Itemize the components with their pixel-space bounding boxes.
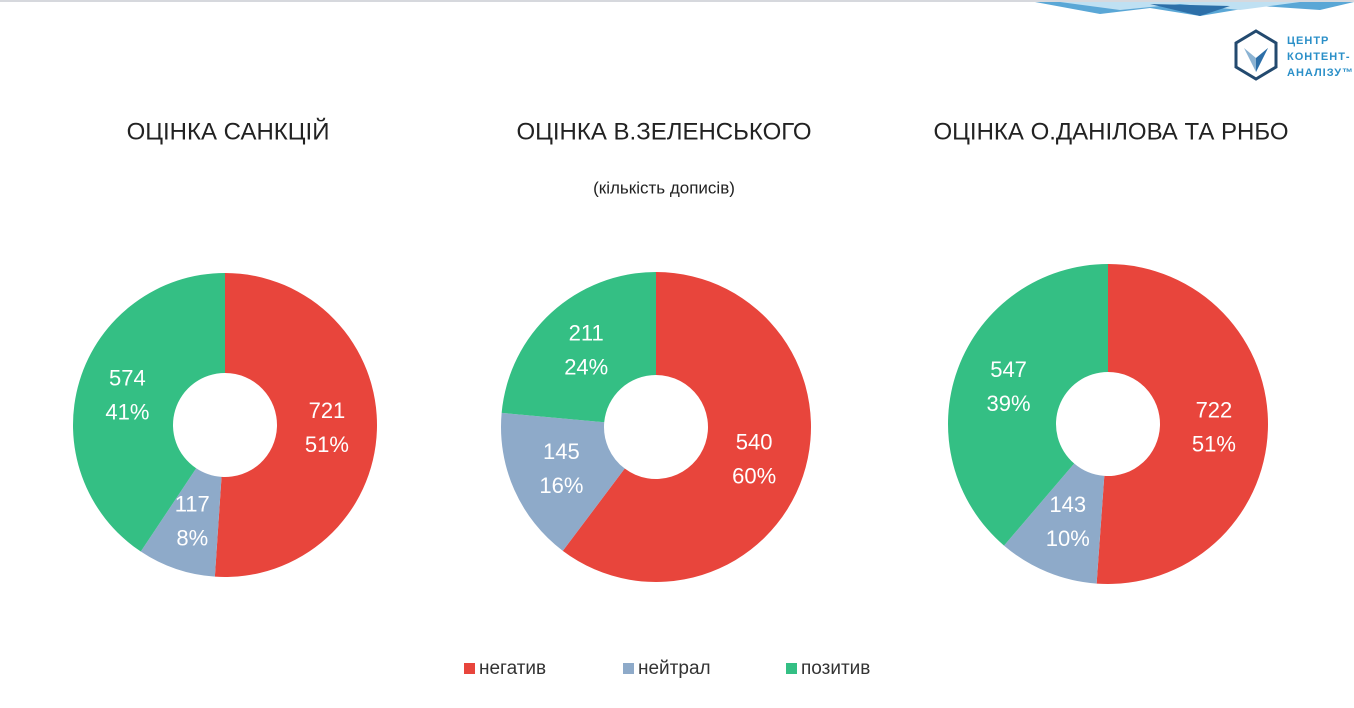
slice-percent: 51% bbox=[305, 432, 349, 457]
legend-swatch bbox=[623, 663, 634, 674]
subtitle: (кількість дописів) bbox=[593, 178, 735, 197]
slice-percent: 16% bbox=[539, 473, 583, 498]
legend-swatch bbox=[464, 663, 475, 674]
legend-label: нейтрал bbox=[638, 658, 711, 679]
slice-value: 547 bbox=[990, 357, 1027, 382]
chart-title: ОЦІНКА В.ЗЕЛЕНСЬКОГО bbox=[516, 118, 811, 145]
chart-title: ОЦІНКА САНКЦІЙ bbox=[127, 117, 330, 145]
top-decoration bbox=[1035, 2, 1354, 16]
logo: ЦЕНТР КОНТЕНТ- АНАЛІЗУ™ bbox=[1234, 29, 1354, 81]
chart-title: ОЦІНКА О.ДАНІЛОВА ТА РНБО bbox=[933, 118, 1288, 145]
slice-value: 540 bbox=[736, 430, 773, 455]
slice-percent: 51% bbox=[1192, 432, 1236, 457]
legend-label: позитив bbox=[801, 658, 870, 679]
donut-slice bbox=[948, 264, 1108, 546]
donut-slice bbox=[501, 272, 656, 423]
slice-percent: 8% bbox=[176, 525, 208, 550]
donut-slice bbox=[140, 468, 222, 577]
slice-value: 574 bbox=[109, 365, 146, 390]
logo-text: КОНТЕНТ- bbox=[1287, 51, 1351, 63]
slice-percent: 60% bbox=[732, 464, 776, 489]
slice-value: 722 bbox=[1196, 398, 1233, 423]
legend-label: негатив bbox=[479, 658, 546, 679]
slice-percent: 10% bbox=[1046, 526, 1090, 551]
logo-text: АНАЛІЗУ™ bbox=[1287, 67, 1354, 79]
donut-slice bbox=[214, 273, 378, 577]
donut-slice bbox=[1004, 463, 1105, 584]
legend-swatch bbox=[786, 663, 797, 674]
slice-value: 117 bbox=[175, 491, 210, 516]
slice-percent: 24% bbox=[564, 354, 608, 379]
slice-value: 145 bbox=[543, 439, 580, 464]
slice-value: 721 bbox=[309, 398, 346, 423]
slice-value: 143 bbox=[1049, 492, 1086, 517]
slice-value: 211 bbox=[569, 320, 604, 345]
logo-text: ЦЕНТР bbox=[1287, 35, 1329, 47]
donut-slice bbox=[73, 273, 225, 552]
donut-slice bbox=[501, 412, 625, 551]
donut-slice bbox=[562, 272, 811, 582]
slice-percent: 39% bbox=[987, 391, 1031, 416]
slice-percent: 41% bbox=[105, 399, 149, 424]
donut-slice bbox=[1096, 264, 1268, 584]
